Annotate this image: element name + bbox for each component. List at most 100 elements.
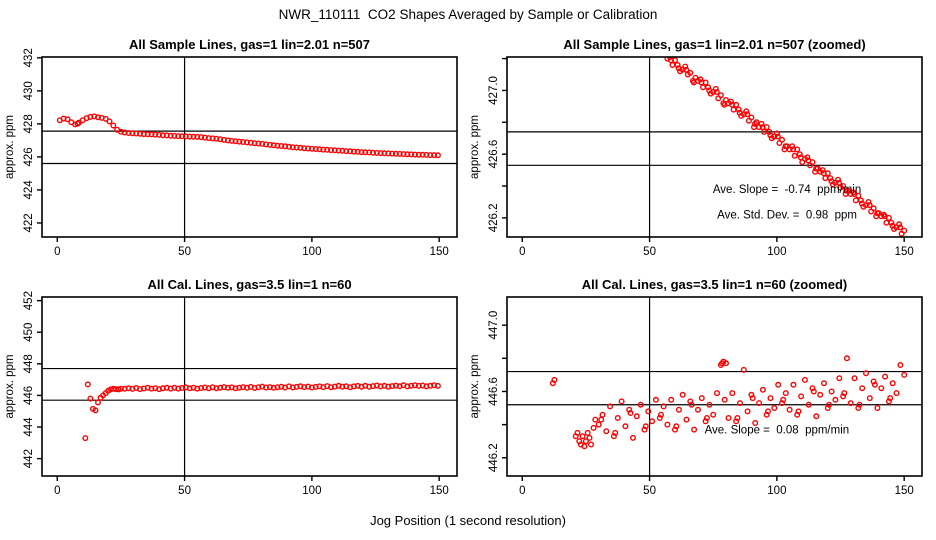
data-point bbox=[94, 399, 101, 406]
panel-annotation: Ave. Slope = -0.74 ppm/min bbox=[713, 184, 861, 196]
data-point bbox=[673, 423, 680, 430]
data-point bbox=[679, 391, 686, 398]
data-point bbox=[366, 383, 373, 390]
data-point bbox=[377, 150, 384, 157]
data-point bbox=[370, 149, 377, 156]
x-tick-label: 0 bbox=[54, 485, 60, 497]
data-point bbox=[652, 396, 659, 403]
x-tick-label: 100 bbox=[302, 246, 321, 258]
data-point bbox=[627, 410, 634, 417]
data-point bbox=[236, 384, 243, 391]
data-point bbox=[603, 428, 610, 435]
data-point bbox=[897, 362, 904, 369]
data-point bbox=[167, 132, 174, 139]
data-point bbox=[885, 214, 892, 221]
data-point bbox=[668, 396, 675, 403]
data-point bbox=[289, 384, 296, 391]
data-point bbox=[687, 398, 694, 405]
x-tick-label: 150 bbox=[895, 485, 914, 497]
data-point bbox=[775, 381, 782, 388]
data-point bbox=[675, 406, 682, 413]
data-point bbox=[125, 385, 132, 392]
panel-title: All Cal. Lines, gas=3.5 lin=1 n=60 (zoom… bbox=[582, 277, 848, 292]
data-point bbox=[614, 415, 621, 422]
data-point bbox=[705, 84, 712, 91]
data-point bbox=[198, 134, 205, 141]
data-point bbox=[205, 135, 212, 142]
data-point bbox=[630, 434, 637, 441]
panel-title: All Cal. Lines, gas=3.5 lin=1 n=60 bbox=[147, 277, 351, 292]
data-point bbox=[163, 132, 170, 139]
data-point bbox=[404, 151, 411, 158]
data-point bbox=[404, 383, 411, 390]
data-point bbox=[855, 405, 862, 412]
scatter-points bbox=[664, 57, 908, 237]
data-point bbox=[809, 385, 816, 392]
data-point bbox=[827, 175, 834, 182]
data-point bbox=[612, 429, 619, 436]
data-point bbox=[228, 137, 235, 144]
data-point bbox=[243, 139, 250, 146]
data-point bbox=[763, 411, 770, 418]
data-point bbox=[618, 398, 625, 405]
data-point bbox=[297, 144, 304, 151]
data-point bbox=[888, 219, 895, 226]
data-point bbox=[743, 108, 750, 115]
data-point bbox=[431, 152, 438, 159]
x-axis-label: Jog Position (1 second resolution) bbox=[370, 513, 566, 528]
data-point bbox=[251, 140, 258, 147]
data-point bbox=[198, 385, 205, 392]
y-tick-label: 422 bbox=[23, 213, 35, 232]
data-point bbox=[887, 395, 894, 402]
data-point bbox=[607, 403, 614, 410]
x-tick-label: 50 bbox=[178, 485, 191, 497]
y-tick-label: 446.6 bbox=[488, 377, 500, 406]
data-point bbox=[94, 114, 101, 121]
data-point bbox=[819, 167, 826, 174]
data-point bbox=[274, 384, 281, 391]
data-point bbox=[389, 383, 396, 390]
data-point bbox=[841, 390, 848, 397]
plot-box bbox=[41, 56, 458, 238]
data-point bbox=[148, 385, 155, 392]
data-point bbox=[324, 146, 331, 153]
data-point bbox=[801, 376, 808, 383]
data-point bbox=[824, 170, 831, 177]
x-tick-label: 100 bbox=[302, 485, 321, 497]
data-point bbox=[175, 385, 182, 392]
data-point bbox=[870, 378, 877, 385]
data-point bbox=[641, 426, 648, 433]
data-point bbox=[656, 415, 663, 422]
data-point bbox=[247, 139, 254, 146]
data-point bbox=[700, 84, 707, 91]
data-point bbox=[588, 441, 595, 448]
data-point bbox=[385, 150, 392, 157]
data-point bbox=[419, 151, 426, 158]
plot-box bbox=[41, 296, 458, 477]
data-point bbox=[786, 406, 793, 413]
data-point bbox=[840, 182, 847, 189]
data-point bbox=[92, 407, 99, 414]
data-point bbox=[194, 133, 201, 140]
data-point bbox=[682, 63, 689, 70]
data-point bbox=[855, 192, 862, 199]
data-point bbox=[687, 69, 694, 76]
y-tick-label: 428 bbox=[23, 114, 35, 133]
data-point bbox=[584, 429, 591, 436]
data-point bbox=[642, 423, 649, 430]
data-point bbox=[710, 411, 717, 418]
data-point bbox=[213, 135, 220, 142]
data-point bbox=[748, 391, 755, 398]
data-point bbox=[753, 119, 760, 126]
data-point bbox=[396, 150, 403, 157]
data-point bbox=[331, 147, 338, 154]
data-point bbox=[779, 136, 786, 143]
data-point bbox=[289, 144, 296, 151]
data-point bbox=[658, 411, 665, 418]
data-point bbox=[152, 131, 159, 138]
data-point bbox=[633, 413, 640, 420]
data-point bbox=[316, 146, 323, 153]
data-point bbox=[857, 197, 864, 204]
data-point bbox=[434, 382, 441, 389]
